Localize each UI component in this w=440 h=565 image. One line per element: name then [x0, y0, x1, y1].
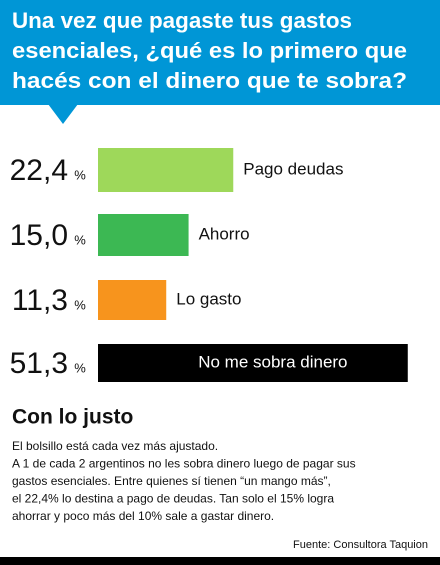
category-label: Pago deudas: [243, 159, 343, 178]
category-label: Lo gasto: [176, 289, 241, 308]
bar: [98, 344, 408, 382]
header-band: [0, 0, 440, 105]
category-label: Ahorro: [199, 224, 250, 243]
title-line: esenciales, ¿qué es lo primero que: [12, 38, 407, 63]
category-label: No me sobra dinero: [198, 352, 347, 371]
body-line: ahorrar y poco más del 10% sale a gastar…: [12, 509, 274, 523]
bar: [98, 214, 189, 256]
body-line: el 22,4% lo destina a pago de deudas. Ta…: [12, 492, 334, 506]
body-line: A 1 de cada 2 argentinos no les sobra di…: [12, 457, 356, 471]
source: Fuente: Consultora Taquion: [293, 539, 428, 551]
value-label: 15,0: [10, 219, 68, 252]
unit-label: %: [74, 232, 86, 247]
title-line: Una vez que pagaste tus gastos: [12, 8, 352, 33]
body-line: gastos esenciales. Entre quienes sí tien…: [12, 474, 331, 488]
bar: [98, 280, 167, 320]
subtitle: Con lo justo: [12, 406, 133, 429]
bar: [98, 148, 234, 192]
title-line: hacés con el dinero que te sobra?: [12, 68, 407, 93]
unit-label: %: [74, 167, 86, 182]
unit-label: %: [74, 297, 86, 312]
value-label: 51,3: [10, 347, 68, 380]
body-line: El bolsillo está cada vez más ajustado.: [12, 439, 218, 453]
value-label: 11,3: [12, 284, 68, 317]
unit-label: %: [74, 360, 86, 375]
value-label: 22,4: [10, 154, 68, 187]
header-pointer: [48, 104, 78, 124]
footer-band: [0, 557, 440, 565]
